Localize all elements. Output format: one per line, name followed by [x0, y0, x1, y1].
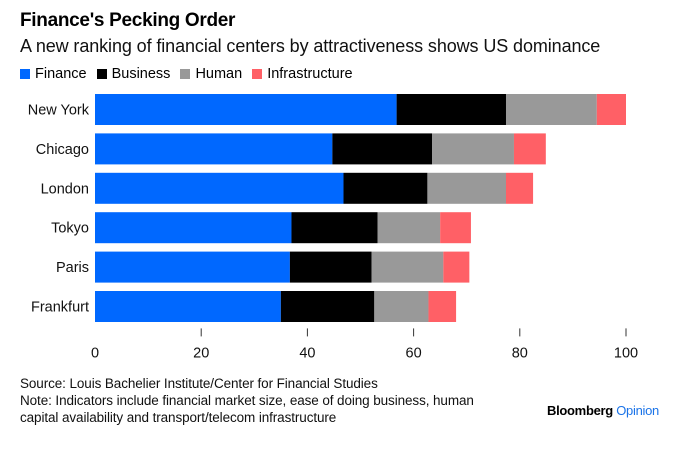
- note-text-line2: capital availability and transport/telec…: [20, 410, 337, 425]
- bar-new-york-human: [505, 94, 597, 125]
- x-tick-label-80: 80: [512, 345, 528, 361]
- bar-london-finance: [95, 172, 344, 204]
- legend-label-human: Human: [195, 66, 243, 82]
- note-text-line1: Note: Indicators include financial marke…: [20, 393, 474, 408]
- legend-label-infrastructure: Infrastructure: [267, 66, 353, 82]
- bar-new-york-business: [396, 94, 506, 125]
- bar-london-business: [343, 172, 428, 204]
- bar-tokyo-finance: [95, 212, 292, 244]
- legend-item-finance: Finance: [20, 66, 87, 82]
- bar-frankfurt-human: [374, 291, 429, 322]
- bar-london-human: [427, 172, 506, 204]
- bar-london-infrastructure: [505, 172, 534, 204]
- bar-new-york-finance: [95, 94, 397, 125]
- footer-notes: Source: Louis Bachelier Institute/Center…: [20, 375, 474, 426]
- legend-item-business: Business: [96, 66, 171, 82]
- x-tick-label-40: 40: [299, 345, 315, 361]
- bar-tokyo-infrastructure: [440, 212, 471, 244]
- bar-tokyo-business: [291, 212, 378, 244]
- bar-new-york-infrastructure: [596, 94, 626, 125]
- bar-paris-infrastructure: [443, 251, 470, 283]
- legend-swatch-human: [180, 69, 191, 79]
- x-tick-label-0: 0: [91, 345, 99, 361]
- source-text: Source: Louis Bachelier Institute/Center…: [20, 376, 378, 391]
- bar-paris-human: [371, 251, 444, 283]
- bar-paris-business: [289, 251, 372, 283]
- category-label-paris: Paris: [56, 260, 89, 276]
- brand-suffix: Opinion: [616, 403, 659, 418]
- category-label-london: London: [41, 181, 89, 197]
- chart-subtitle: A new ranking of financial centers by at…: [20, 36, 601, 56]
- bar-frankfurt-business: [280, 291, 375, 322]
- x-tick-label-60: 60: [406, 345, 422, 361]
- bloomberg-opinion-logo: Bloomberg Opinion: [547, 403, 659, 418]
- x-tick-label-20: 20: [193, 345, 209, 361]
- category-label-frankfurt: Frankfurt: [31, 300, 89, 316]
- legend-swatch-business: [96, 69, 107, 79]
- legend-swatch-infrastructure: [252, 69, 263, 79]
- category-label-chicago: Chicago: [36, 142, 89, 158]
- legend-label-business: Business: [111, 66, 171, 82]
- bar-chicago-human: [432, 133, 514, 165]
- bar-chicago-business: [332, 133, 433, 165]
- brand-name: Bloomberg: [547, 403, 613, 418]
- bar-frankfurt-infrastructure: [428, 291, 457, 322]
- bar-chicago-infrastructure: [513, 133, 546, 165]
- legend: Finance Business Human Infrastructure: [20, 66, 363, 82]
- bar-tokyo-human: [377, 212, 441, 244]
- bar-chicago-finance: [95, 133, 333, 165]
- legend-swatch-finance: [20, 69, 30, 79]
- legend-item-infrastructure: Infrastructure: [252, 66, 353, 82]
- bar-frankfurt-finance: [95, 291, 281, 322]
- chart-title: Finance's Pecking Order: [20, 10, 236, 31]
- category-label-new-york: New York: [28, 103, 90, 119]
- x-tick-label-100: 100: [614, 345, 638, 361]
- bar-paris-finance: [95, 251, 290, 283]
- legend-item-human: Human: [180, 66, 242, 82]
- legend-label-finance: Finance: [35, 66, 87, 82]
- category-label-tokyo: Tokyo: [51, 221, 89, 237]
